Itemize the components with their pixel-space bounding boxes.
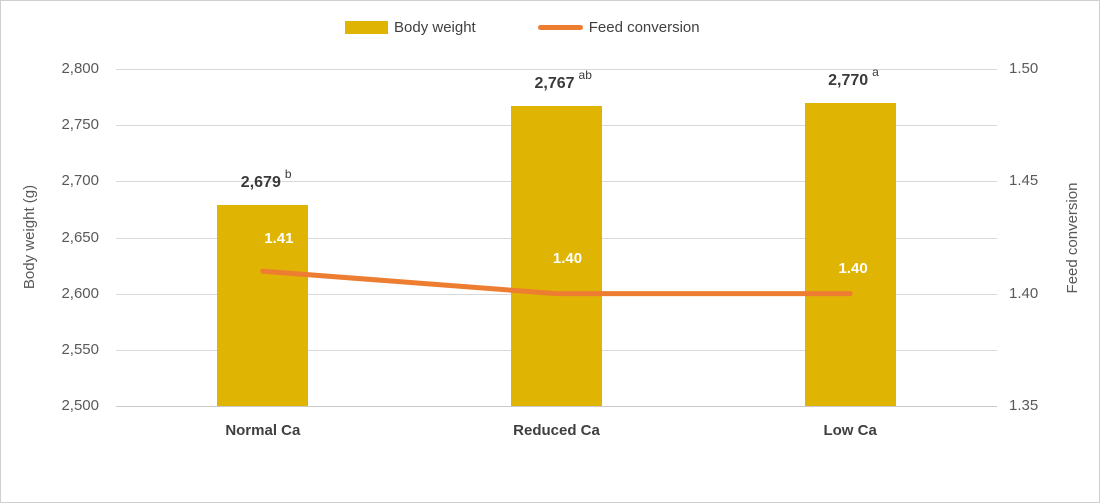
- y-axis-left-tick-label: 2,550: [61, 340, 99, 358]
- y-axis-left-tick-label: 2,600: [61, 284, 99, 302]
- legend-label-feed-conversion: Feed conversion: [588, 19, 700, 36]
- y-axis-left-tick-label: 2,750: [61, 116, 99, 134]
- bar-value-label: 2,767 ab: [534, 68, 592, 93]
- bar-value: 2,679: [240, 173, 281, 191]
- bar-value-label: 2,679 b: [240, 166, 292, 191]
- x-axis-label-reduced-ca: Reduced Ca: [513, 422, 600, 439]
- bar-low-ca: [804, 102, 896, 406]
- legend-item-body-weight: Body weight: [345, 19, 476, 36]
- bar-value-label: 2,770 a: [828, 64, 879, 89]
- y-axis-right-tick-label: 1.35: [1009, 397, 1039, 414]
- right-axis-title: Feed conversion: [1064, 182, 1081, 294]
- y-axis-left-tick-label: 2,500: [61, 397, 99, 414]
- line-value-label: 1.40: [838, 259, 868, 277]
- body-weight-swatch-icon: [345, 21, 388, 34]
- bar-value: 2,767: [534, 75, 575, 93]
- gridline: [116, 69, 997, 70]
- y-axis-left-tick-label: 2,800: [61, 60, 99, 77]
- y-axis-left-tick-label: 2,700: [61, 172, 99, 190]
- legend-item-feed-conversion: Feed conversion: [537, 19, 700, 36]
- y-axis-right-tick-label: 1.40: [1009, 284, 1039, 302]
- line-value-label: 1.40: [552, 249, 583, 267]
- bar-normal-ca: [217, 204, 309, 406]
- x-axis-label-low-ca: Low Ca: [823, 422, 877, 439]
- legend: Body weight Feed conversion: [345, 19, 700, 36]
- bar-reduced-ca: [511, 106, 602, 406]
- bar-value: 2,770: [828, 71, 869, 89]
- feed-conversion-swatch-icon: [537, 25, 583, 30]
- x-axis-label-normal-ca: Normal Ca: [225, 422, 301, 439]
- legend-label-body-weight: Body weight: [394, 19, 476, 36]
- x-axis-line: [116, 406, 997, 407]
- y-axis-right-tick-label: 1.50: [1009, 60, 1039, 77]
- y-axis-left-tick-label: 2,650: [61, 228, 99, 246]
- y-axis-right-tick-label: 1.45: [1009, 172, 1039, 190]
- line-value-label: 1.41: [264, 230, 294, 248]
